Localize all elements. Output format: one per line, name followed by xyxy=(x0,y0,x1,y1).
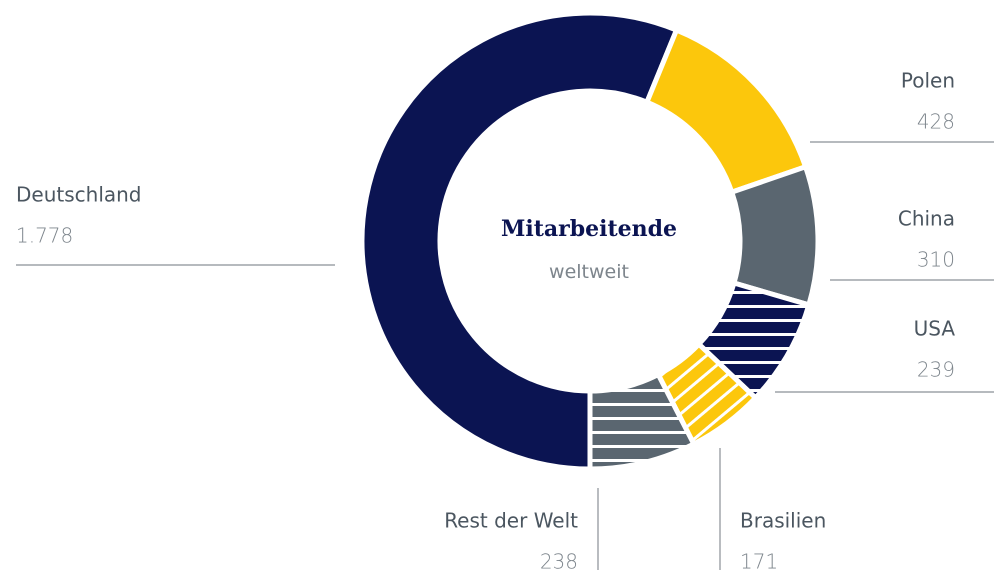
slice-name: Brasilien xyxy=(740,509,826,533)
slice-name: China xyxy=(898,207,955,231)
slice-value: 171 xyxy=(740,550,778,574)
donut-slice xyxy=(359,10,680,472)
slice-value: 1.778 xyxy=(16,224,73,248)
donut-slice xyxy=(587,371,698,472)
slice-name: Rest der Welt xyxy=(444,509,578,533)
slice-name: USA xyxy=(914,317,956,341)
slice-name: Polen xyxy=(901,69,955,93)
chart-subtitle: weltweit xyxy=(549,261,629,283)
slice-value: 239 xyxy=(917,358,955,382)
slice-value: 428 xyxy=(917,110,955,134)
slice-value: 310 xyxy=(917,248,955,272)
slice-value: 238 xyxy=(540,550,578,574)
slice-name: Deutschland xyxy=(16,183,142,207)
donut-slice xyxy=(643,26,809,196)
chart-title: Mitarbeitende xyxy=(501,216,677,242)
